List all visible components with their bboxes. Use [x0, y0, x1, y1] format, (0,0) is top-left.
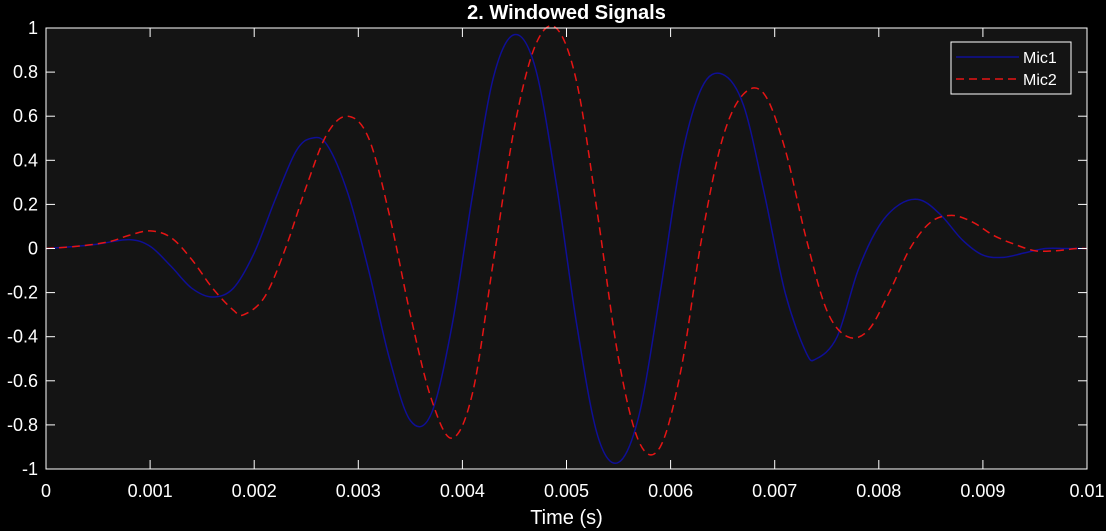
axes-background: [46, 28, 1087, 469]
y-tick-label: 0.2: [13, 194, 38, 214]
y-tick-label: -1: [22, 459, 38, 479]
x-tick-label: 0.007: [752, 481, 797, 501]
y-tick-label: -0.2: [7, 283, 38, 303]
y-tick-label: -0.6: [7, 371, 38, 391]
y-axis-ticks: -1 -0.8 -0.6 -0.4 -0.2 0 0.2 0.4 0.6 0.8 1: [7, 18, 1087, 479]
x-tick-label: 0.005: [544, 481, 589, 501]
legend-label-mic2: Mic2: [1023, 72, 1057, 89]
x-tick-label: 0.004: [440, 481, 485, 501]
x-tick-label: 0.001: [128, 481, 173, 501]
y-tick-label: -0.4: [7, 327, 38, 347]
legend: Mic1 Mic2: [950, 41, 1072, 95]
series-layer: [45, 25, 1088, 464]
y-tick-label: -0.8: [7, 415, 38, 435]
y-tick-label: 0.6: [13, 106, 38, 126]
y-tick-label: 0.4: [13, 150, 38, 170]
x-tick-label: 0.003: [336, 481, 381, 501]
x-axis-ticks: 0 0.001 0.002 0.003 0.004 0.005 0.006 0.007 0.00…: [41, 28, 1105, 501]
y-tick-label: 1: [28, 18, 38, 38]
legend-box: [950, 41, 1072, 95]
x-axis-label: Time (s): [530, 507, 603, 529]
x-tick-label: 0.006: [648, 481, 693, 501]
series-line-mic1: [45, 33, 1088, 464]
y-tick-label: 0: [28, 239, 38, 259]
chart-title: 2. Windowed Signals: [467, 2, 666, 24]
series-line-mic2: [45, 25, 1088, 456]
x-tick-label: 0.002: [232, 481, 277, 501]
y-tick-label: 0.8: [13, 62, 38, 82]
x-tick-label: 0.01: [1069, 481, 1104, 501]
x-tick-label: 0.009: [960, 481, 1005, 501]
x-tick-label: 0.008: [856, 481, 901, 501]
x-tick-label: 0: [41, 481, 51, 501]
legend-label-mic1: Mic1: [1023, 50, 1057, 67]
